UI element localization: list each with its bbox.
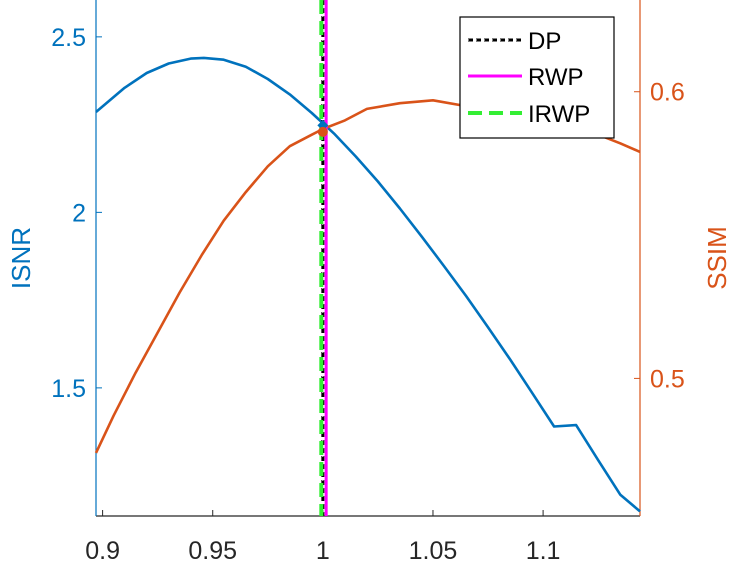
x-tick-label: 1 [316, 537, 330, 565]
y-right-tick-label: 0.5 [650, 365, 685, 393]
x-tick-label: 0.95 [188, 537, 237, 565]
tick-labels: 0.9 0.95 1 1.05 1.1 1.5 2 2.5 0.5 0.6 [51, 24, 685, 565]
ssim-marker [317, 126, 328, 137]
y-left-tick-label: 2 [72, 199, 86, 227]
x-tick-label: 1.05 [409, 537, 458, 565]
legend-label-rwp: RWP [528, 64, 584, 91]
y-right-axis-title: SSIM [702, 226, 732, 290]
y-left-tick-label: 1.5 [51, 375, 86, 403]
y-right-tick-label: 0.6 [650, 79, 685, 107]
isnr-series-line [95, 56, 641, 513]
axes [95, 0, 641, 517]
marker-layer [317, 119, 329, 137]
legend-label-dp: DP [528, 28, 561, 55]
y-left-tick-label: 2.5 [51, 24, 86, 52]
legend-label-irwp: IRWP [528, 101, 590, 128]
legend: DP RWP IRWP [459, 16, 615, 139]
x-tick-label: 1.1 [526, 537, 561, 565]
y-left-axis-title: ISNR [6, 227, 36, 289]
x-tick-label: 0.9 [85, 537, 120, 565]
vline-layer [319, 0, 328, 516]
